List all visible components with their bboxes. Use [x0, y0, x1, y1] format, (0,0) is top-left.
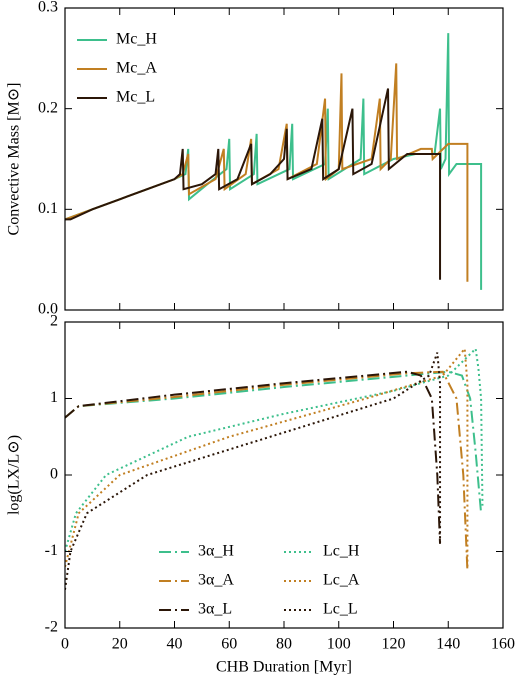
legend-label: Mc_L: [116, 89, 155, 106]
y-tick-label: 1: [50, 389, 58, 406]
y-axis-label: Convective Mass [M⊙]: [6, 83, 23, 236]
y-tick-label: -2: [45, 619, 58, 636]
x-tick-label: 140: [436, 636, 460, 653]
y-tick-label: 0.2: [38, 99, 58, 116]
legend-label: 3α_H: [198, 543, 234, 560]
x-axis-label: CHB Duration [Myr]: [216, 659, 352, 676]
legend-label: Mc_A: [116, 60, 157, 77]
series-line: [65, 346, 484, 552]
legend-label: Lc_H: [323, 543, 360, 560]
x-tick-label: 40: [167, 636, 183, 653]
x-tick-label: 20: [112, 636, 128, 653]
x-tick-label: 0: [61, 636, 69, 653]
y-tick-label: 0: [50, 466, 58, 483]
y-tick-label: -1: [45, 542, 58, 559]
legend-label: 3α_L: [198, 601, 232, 618]
series-line: [65, 346, 469, 568]
legend-label: Lc_L: [323, 601, 358, 618]
x-tick-label: 160: [491, 636, 515, 653]
series-line: [65, 352, 442, 590]
x-tick-label: 100: [327, 636, 351, 653]
legend-label: 3α_A: [198, 572, 234, 589]
y-tick-label: 0.3: [38, 0, 58, 16]
y-tick-label: 2: [50, 313, 58, 330]
x-tick-label: 120: [382, 636, 406, 653]
series-line: [65, 370, 442, 544]
y-axis-label: log(LX/L⊙): [6, 435, 23, 515]
series-line: [65, 88, 442, 280]
y-tick-label: 0.0: [38, 301, 58, 318]
x-tick-label: 60: [221, 636, 237, 653]
series-line: [65, 370, 483, 514]
legend-label: Mc_H: [116, 31, 157, 48]
y-tick-label: 0.1: [38, 200, 58, 217]
series-line: [65, 370, 469, 571]
legend-label: Lc_A: [323, 572, 360, 589]
x-tick-label: 80: [276, 636, 292, 653]
